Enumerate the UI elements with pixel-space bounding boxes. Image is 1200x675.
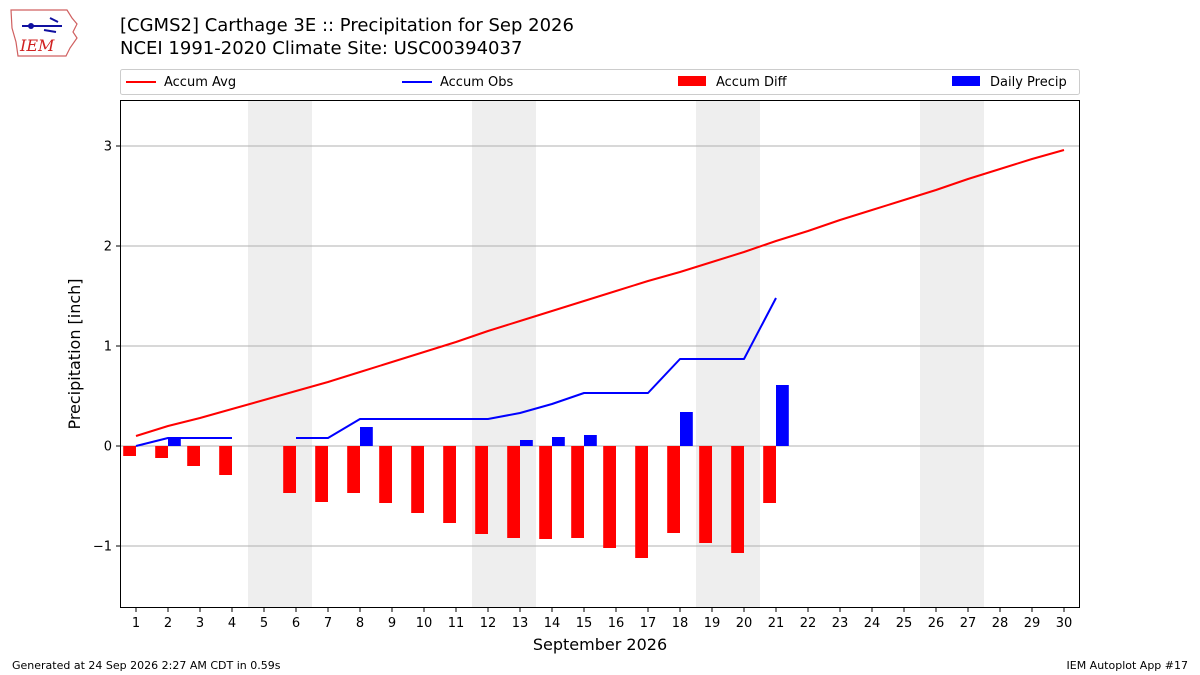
chart-title: [CGMS2] Carthage 3E :: Precipitation for… — [120, 15, 574, 36]
accum-diff-bar — [507, 446, 520, 538]
x-tick-label: 27 — [960, 616, 977, 631]
x-tick-label: 2 — [164, 616, 172, 631]
legend-label-daily-precip: Daily Precip — [990, 75, 1067, 90]
accum-diff-bar — [315, 446, 328, 502]
x-tick-label: 1 — [132, 616, 140, 631]
y-tick-label: −1 — [93, 540, 112, 555]
legend-swatch-accum-diff — [678, 76, 706, 86]
accum-diff-bar — [731, 446, 744, 553]
legend-label-accum-avg: Accum Avg — [164, 75, 236, 90]
accum-diff-bar — [571, 446, 584, 538]
y-tick-label: 0 — [104, 440, 112, 455]
x-tick-label: 9 — [388, 616, 396, 631]
x-tick-label: 5 — [260, 616, 268, 631]
x-tick-label: 23 — [832, 616, 849, 631]
x-axis-label: September 2026 — [533, 635, 667, 654]
accum-diff-bar — [443, 446, 456, 523]
accum-lines — [135, 149, 1065, 447]
chart-subtitle: NCEI 1991-2020 Climate Site: USC00394037 — [120, 38, 522, 59]
accum-diff-bar — [763, 446, 776, 503]
accum-diff-bar — [347, 446, 360, 493]
x-tick-label: 24 — [864, 616, 881, 631]
accum-obs-line — [296, 297, 777, 439]
daily-precip-bar — [552, 437, 565, 446]
legend-label-accum-diff: Accum Diff — [716, 75, 788, 90]
legend-swatch-daily-precip — [952, 76, 980, 86]
legend-frame — [120, 69, 1080, 95]
daily-precip-bar — [680, 412, 693, 446]
y-axis-ticks: −1 0 1 2 3 — [93, 140, 120, 555]
x-tick-label: 8 — [356, 616, 364, 631]
plot-frame — [120, 100, 1080, 608]
y-tick-label: 1 — [104, 340, 112, 355]
accum-diff-bar — [539, 446, 552, 539]
iem-logo: IEM — [10, 9, 78, 57]
accum-diff-bar — [123, 446, 136, 456]
x-tick-label: 15 — [576, 616, 593, 631]
accum-obs-line — [135, 437, 232, 447]
x-tick-label: 18 — [672, 616, 689, 631]
x-tick-label: 16 — [608, 616, 625, 631]
x-tick-label: 14 — [544, 616, 561, 631]
weekend-shading — [248, 100, 984, 608]
accum-diff-bar — [283, 446, 296, 493]
daily-precip-bar — [584, 435, 597, 446]
legend-label-accum-obs: Accum Obs — [440, 75, 513, 90]
accum-diff-bar — [155, 446, 168, 458]
daily-precip-bar — [776, 385, 789, 446]
accum-diff-bar — [379, 446, 392, 503]
x-tick-label: 4 — [228, 616, 236, 631]
x-tick-label: 29 — [1024, 616, 1041, 631]
daily-precip-bar — [520, 440, 533, 446]
weekend-band — [248, 100, 312, 608]
daily-precip-bar — [168, 438, 181, 446]
x-tick-label: 10 — [416, 616, 433, 631]
accum-avg-line — [135, 149, 1065, 437]
accum-diff-bar — [219, 446, 232, 475]
y-axis-label: Precipitation [inch] — [65, 278, 84, 429]
logo-text: IEM — [19, 36, 55, 55]
x-tick-label: 22 — [800, 616, 817, 631]
x-tick-label: 28 — [992, 616, 1009, 631]
accum-diff-bar — [667, 446, 680, 533]
x-tick-label: 26 — [928, 616, 945, 631]
legend: Accum Avg Accum Obs Accum Diff Daily Pre… — [120, 69, 1080, 95]
accum-diff-bar — [603, 446, 616, 548]
logo-instrument-icon — [22, 17, 62, 33]
footer-generated-text: Generated at 24 Sep 2026 2:27 AM CDT in … — [12, 659, 281, 672]
iowa-outline-icon — [10, 9, 78, 57]
y-tick-label: 2 — [104, 240, 112, 255]
grid-lines — [120, 145, 1080, 547]
daily-precip-bar — [360, 427, 373, 446]
x-tick-label: 12 — [480, 616, 497, 631]
x-tick-label: 11 — [448, 616, 465, 631]
accum-diff-bar — [187, 446, 200, 466]
accum-diff-bar — [699, 446, 712, 543]
x-tick-label: 7 — [324, 616, 332, 631]
footer-app-text: IEM Autoplot App #17 — [1066, 659, 1189, 672]
x-tick-label: 19 — [704, 616, 721, 631]
accum-diff-bar — [475, 446, 488, 534]
x-tick-label: 25 — [896, 616, 913, 631]
x-tick-label: 13 — [512, 616, 529, 631]
daily-precip-bars — [168, 385, 789, 446]
accum-diff-bars — [123, 446, 776, 558]
x-tick-label: 30 — [1056, 616, 1073, 631]
y-tick-label: 3 — [104, 140, 112, 155]
x-tick-label: 21 — [768, 616, 785, 631]
accum-diff-bar — [635, 446, 648, 558]
x-tick-label: 3 — [196, 616, 204, 631]
x-tick-label: 20 — [736, 616, 753, 631]
accum-diff-bar — [411, 446, 424, 513]
x-tick-label: 6 — [292, 616, 300, 631]
x-tick-label: 17 — [640, 616, 657, 631]
x-axis-ticks: 1 2 3 4 5 6 7 8 9 10 11 12 13 14 15 16 17 18 19 20 21 22 23 24 2… — [132, 608, 1072, 631]
